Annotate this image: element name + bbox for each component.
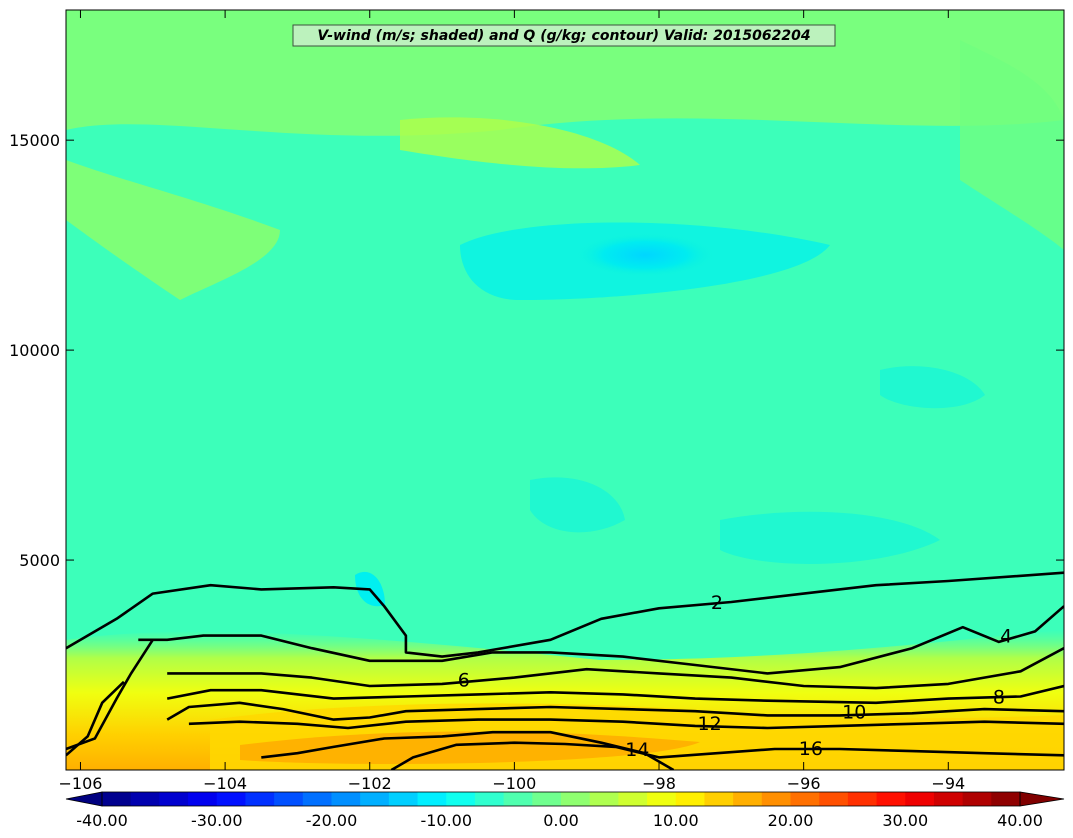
colorbar-extend-min xyxy=(65,791,103,807)
q-contour-labels: 2 4 6 8 10 12 14 16 xyxy=(458,592,1012,761)
field-left-patch xyxy=(66,160,280,300)
colorbar-bin xyxy=(532,792,562,806)
colorbar-bin xyxy=(188,792,218,806)
colorbar-bin xyxy=(819,792,849,806)
colorbar-bin xyxy=(474,792,505,806)
colorbar-bin xyxy=(991,792,1021,806)
colorbar-bin xyxy=(159,792,189,806)
q-contour-16 xyxy=(390,741,1064,770)
field-right-low-patch xyxy=(720,511,940,564)
colorbar-bin xyxy=(876,792,906,806)
colorbar-tick-label: -30.00 xyxy=(191,811,243,830)
contour-label-12: 12 xyxy=(698,713,722,735)
colorbar-tick-label: 0.00 xyxy=(543,811,579,830)
q-contour-extra-4 xyxy=(66,680,125,757)
colorbar-tick-label: 30.00 xyxy=(882,811,928,830)
colorbar-bin xyxy=(790,792,820,806)
contour-label-16: 16 xyxy=(799,738,823,760)
q-contour-4 xyxy=(138,605,1064,675)
colorbar-tick-label: 10.00 xyxy=(653,811,699,830)
colorbar-bin xyxy=(245,792,275,806)
x-axis: −106 −104 −102 −100 −98 −96 −94 xyxy=(58,10,965,793)
colorbar-bin xyxy=(933,792,964,806)
field-right-mid-patch xyxy=(880,366,985,409)
contour-label-10: 10 xyxy=(842,702,866,724)
colorbar-bin xyxy=(274,792,304,806)
x-tick-label: −96 xyxy=(787,774,821,793)
contour-label-6: 6 xyxy=(458,670,470,692)
title-background xyxy=(292,24,836,47)
field-jet-core xyxy=(575,233,715,277)
x-tick-label: −106 xyxy=(58,774,102,793)
colorbar-bin xyxy=(847,792,878,806)
chart-title: V-wind (m/s; shaded) and Q (g/kg; contou… xyxy=(317,28,810,44)
x-tick-label: −102 xyxy=(348,774,392,793)
plot-frame xyxy=(65,9,1065,771)
y-axis: 5000 10000 15000 xyxy=(9,131,1064,570)
colorbar-bin xyxy=(618,792,648,806)
colorbar-bin xyxy=(130,792,160,806)
q-contour-8 xyxy=(166,684,1064,705)
colorbar-bin xyxy=(675,792,705,806)
colorbar-tick-label: -20.00 xyxy=(306,811,358,830)
colorbar-bin xyxy=(962,792,992,806)
colorbar-bin xyxy=(446,792,476,806)
colorbar-frame xyxy=(101,791,1021,807)
q-contour-10 xyxy=(166,701,1064,721)
q-contour-6 xyxy=(167,647,1064,690)
contour-label-4: 4 xyxy=(1000,626,1012,648)
x-tick-label: −94 xyxy=(931,774,965,793)
colorbar-bin xyxy=(704,792,734,806)
colorbar-tick-label: -10.00 xyxy=(420,811,472,830)
colorbar: -40.00 -30.00 -20.00 -10.00 0.00 10.00 20.00 30… xyxy=(65,791,1065,830)
colorbar-extend-max xyxy=(1019,791,1065,807)
q-contour-12 xyxy=(188,718,1064,730)
colorbar-tick-label: -40.00 xyxy=(76,811,128,830)
field-mid-patch xyxy=(530,477,625,533)
colorbar-bin xyxy=(216,792,246,806)
colorbar-bin xyxy=(417,792,447,806)
colorbar-bin xyxy=(561,792,591,806)
colorbar-bin xyxy=(733,792,763,806)
colorbar-bin xyxy=(302,792,332,806)
x-tick-label: −100 xyxy=(492,774,536,793)
colorbar-bin xyxy=(388,792,419,806)
contour-label-8: 8 xyxy=(993,687,1005,709)
colorbar-tick-label: 20.00 xyxy=(768,811,814,830)
colorbar-bin xyxy=(905,792,935,806)
contour-label-14: 14 xyxy=(625,739,649,761)
x-tick-label: −98 xyxy=(642,774,676,793)
y-tick-label: 5000 xyxy=(19,551,60,570)
field-upper-patch xyxy=(400,117,640,169)
q-contour-extra-2 xyxy=(66,639,154,751)
contour-label-2: 2 xyxy=(711,592,723,614)
x-tick-label: −104 xyxy=(203,774,247,793)
colorbar-bin xyxy=(503,792,533,806)
q-contour-2 xyxy=(66,571,1064,658)
colorbar-bin xyxy=(360,792,390,806)
colorbar-bin xyxy=(647,792,677,806)
colorbar-bin xyxy=(331,792,361,806)
colorbar-bin xyxy=(102,792,132,806)
colorbar-bin xyxy=(589,792,619,806)
y-tick-label: 15000 xyxy=(9,131,60,150)
chart-title-box: V-wind (m/s; shaded) and Q (g/kg; contou… xyxy=(292,24,836,47)
colorbar-tick-label: 40.00 xyxy=(997,811,1043,830)
colorbar-bin xyxy=(761,792,791,806)
field-right-patch xyxy=(960,40,1064,250)
vwind-shaded-field xyxy=(66,10,1064,770)
q-contours xyxy=(66,571,1064,770)
y-tick-label: 10000 xyxy=(9,341,60,360)
